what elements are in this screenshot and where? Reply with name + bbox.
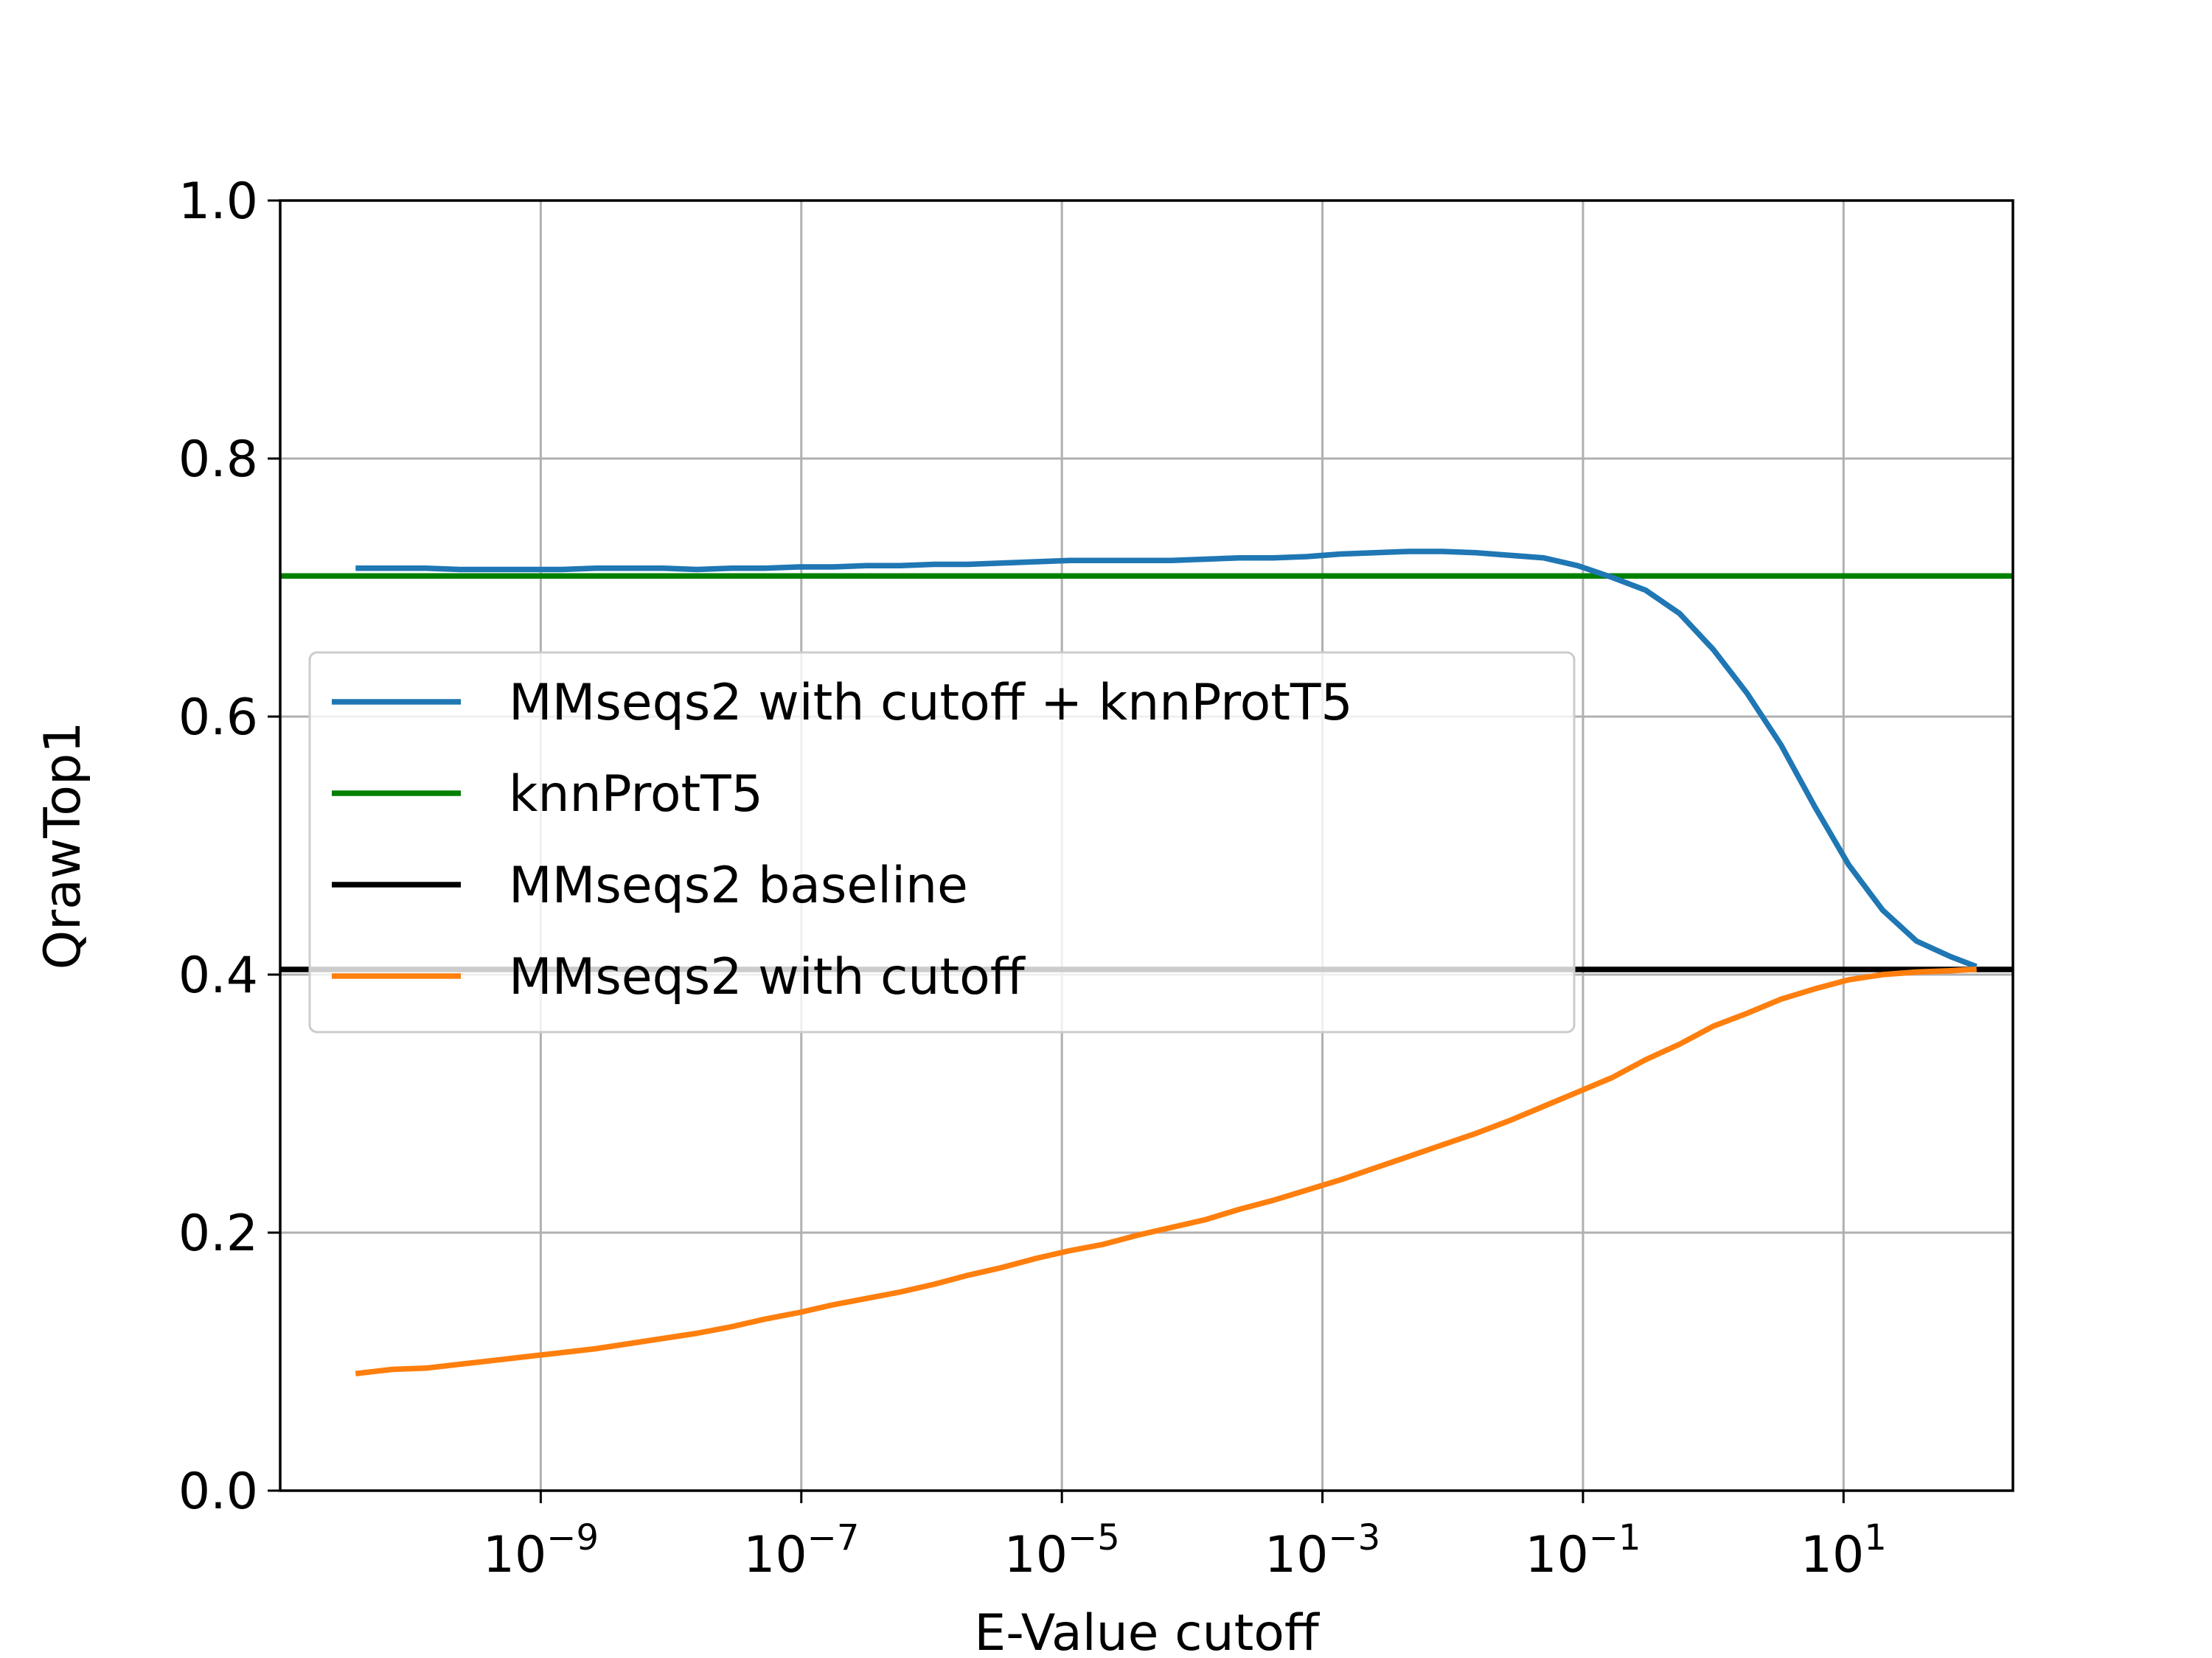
y-tick-label: 0.0 (178, 1463, 258, 1521)
legend-entry-label: MMseqs2 with cutoff (509, 948, 1026, 1006)
x-tick-label: 10−9 (483, 1517, 599, 1584)
series-line-mmseqs2-with-cutoff (355, 966, 1977, 1376)
y-axis-label: QrawTop1 (34, 722, 92, 970)
ticks: 0.0 0.2 0.4 0.6 0.8 1.0 10−9 10−7 10−5 10−3 10−1 10… (178, 173, 1887, 1584)
legend-box (308, 651, 1576, 1034)
x-tick-label: 10−3 (1265, 1517, 1380, 1584)
x-tick-label: 10−1 (1525, 1517, 1641, 1584)
series-line-mmseqs2-with-cutoff-knnprott5 (355, 548, 1978, 969)
x-tick-label: 101 (1801, 1517, 1887, 1584)
axes-frame (279, 199, 2014, 1492)
legend-entry-label: MMseqs2 with cutoff + knnProtT5 (509, 674, 1353, 732)
legend: MMseqs2 with cutoff + knnProtT5 knnProtT5… (308, 651, 1576, 1034)
y-tick-label: 0.2 (178, 1205, 258, 1263)
y-tick-label: 0.6 (178, 689, 258, 747)
y-tick-label: 1.0 (178, 173, 258, 231)
x-tick-label: 10−7 (743, 1517, 859, 1584)
legend-entry-label: knnProtT5 (509, 765, 763, 823)
y-tick-label: 0.4 (178, 947, 258, 1005)
legend-entry-label: MMseqs2 baseline (509, 857, 968, 915)
y-tick-label: 0.8 (178, 431, 258, 489)
x-axis-label: E-Value cutoff (974, 1604, 1321, 1658)
x-tick-label: 10−5 (1004, 1517, 1120, 1584)
